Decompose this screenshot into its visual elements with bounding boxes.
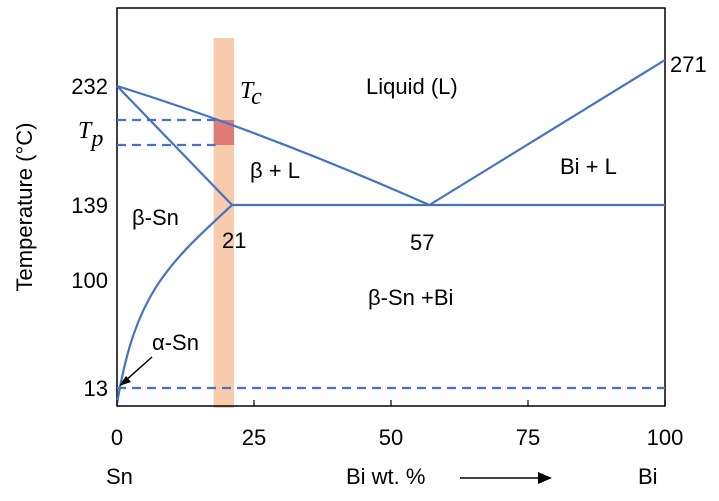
region-bi-l: Bi + L: [560, 154, 617, 179]
region-liquid: Liquid (L): [366, 74, 458, 99]
y-axis-label: Temperature (°C): [12, 123, 37, 292]
liquidus-left-line: [116, 84, 430, 207]
solvus-line: [115, 204, 233, 405]
axis-ticks: 0 25 50 75 100 232 139 100 13: [71, 74, 683, 450]
phase-boundaries: [115, 59, 666, 405]
region-beta-sn: β-Sn: [132, 205, 179, 230]
x-axis-label: Bi wt. %: [346, 464, 425, 489]
alpha-sn-pointer-head: [119, 376, 131, 386]
point-label-21: 21: [222, 228, 246, 253]
x-tick-label: 0: [111, 425, 123, 450]
x-tick-label: 25: [242, 425, 266, 450]
y-tick-label: 139: [71, 193, 108, 218]
alpha-sn-pointer: [124, 356, 153, 382]
x-tick-label: 75: [516, 425, 540, 450]
region-alpha-sn: α-Sn: [152, 330, 199, 355]
liquidus-right-line: [428, 59, 666, 206]
tc-highlight-band: [213, 38, 235, 408]
region-beta-sn-bi: β-Sn +Bi: [368, 285, 453, 310]
point-label-57: 57: [410, 230, 434, 255]
x-axis-arrowhead: [538, 472, 552, 484]
plot-frame: [116, 7, 666, 407]
x-tick-label: 100: [647, 425, 684, 450]
liquidus-endpoint-label: 271: [670, 52, 707, 77]
solidus-line: [116, 85, 233, 206]
x-end-label-sn: Sn: [106, 464, 133, 489]
y-tick-label: 100: [71, 268, 108, 293]
y-tick-label: 232: [71, 74, 108, 99]
region-beta-l: β + L: [250, 158, 300, 183]
x-tick-label: 50: [379, 425, 403, 450]
y-label-tp: Tp: [78, 118, 103, 152]
y-tick-label: 13: [84, 376, 108, 401]
tc-label: Tc: [240, 78, 262, 110]
x-end-label-bi: Bi: [638, 464, 658, 489]
tp-highlight-box: [213, 120, 235, 145]
